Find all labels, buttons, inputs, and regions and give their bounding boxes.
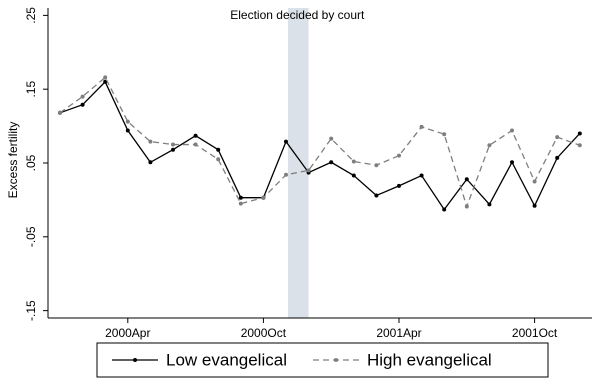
data-point [284,172,288,177]
data-point [171,147,175,152]
data-point [125,119,130,124]
data-point [442,207,447,212]
data-point [58,110,62,115]
data-point [419,124,424,129]
data-point [216,147,221,152]
data-point [80,102,85,107]
data-point [80,94,85,99]
data-point [351,159,356,164]
highlight-band [288,8,309,318]
data-point [442,132,447,137]
y-tick-label: .15 [24,81,38,98]
y-tick-label: .25 [24,7,38,24]
data-point [329,160,334,165]
data-point [397,183,401,188]
legend-label: Low evangelical [166,350,287,369]
data-point [148,139,153,144]
data-point [103,79,108,84]
data-point [487,202,492,207]
data-point [103,75,108,80]
data-point [148,160,153,165]
data-point [306,168,311,173]
data-point [238,201,243,206]
data-point [555,155,560,160]
data-point [555,135,560,140]
legend-box [96,342,549,378]
y-tick-label: -.15 [24,300,38,321]
series-line [59,76,581,209]
data-point [329,136,334,141]
data-point [487,143,492,148]
data-point [125,128,130,133]
series-line [59,80,581,211]
y-tick-label: -.05 [24,226,38,247]
legend-label: High evangelical [367,350,492,369]
data-point [510,128,514,133]
data-point [419,173,424,178]
y-tick-label: .05 [24,154,38,171]
data-point [171,142,175,147]
data-point [284,139,288,144]
data-point [193,133,198,138]
data-point [261,195,266,200]
data-point [216,157,221,162]
data-point [351,173,356,178]
y-axis-label: Excess fertility [6,122,20,199]
data-point [464,204,469,209]
data-point [532,203,537,208]
annotation: Election decided by court [230,8,365,22]
legend-marker [333,358,338,362]
data-point [193,142,198,147]
data-point [532,179,537,184]
x-tick-label: 2001Oct [512,326,558,340]
x-tick-label: 2000Oct [241,326,287,340]
data-point [464,177,469,182]
data-point [238,195,243,200]
legend-marker [133,358,137,362]
data-point [577,143,582,148]
data-point [577,131,582,136]
data-point [374,163,379,168]
data-point [397,153,401,158]
x-tick-label: 2001Apr [376,326,421,340]
data-point [510,160,514,165]
x-tick-label: 2000Apr [105,326,150,340]
data-point [374,193,379,198]
